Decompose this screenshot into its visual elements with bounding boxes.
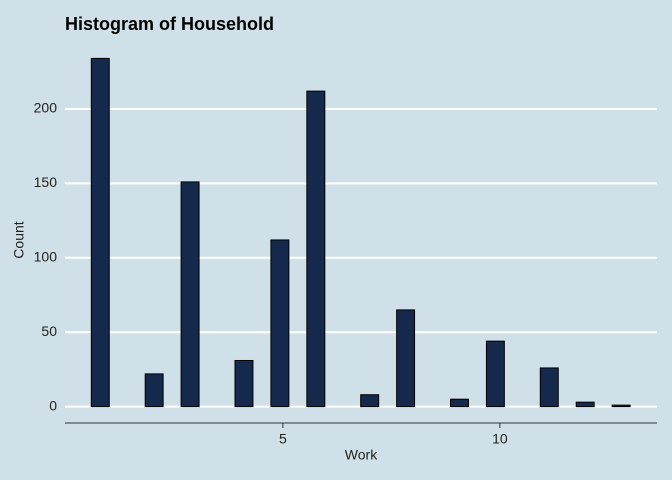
bar: [449, 398, 469, 408]
bar: [485, 340, 505, 408]
x-axis-label: Work: [345, 447, 378, 463]
bar: [360, 394, 380, 408]
y-tick-label: 0: [49, 397, 57, 413]
chart-title: Histogram of Household: [65, 14, 274, 34]
y-tick-label: 150: [34, 174, 58, 190]
bar: [234, 359, 254, 408]
bar: [180, 181, 200, 408]
y-tick-label: 200: [34, 100, 58, 116]
y-tick-label: 50: [41, 323, 57, 339]
x-tick-label: 10: [492, 431, 508, 447]
y-axis-label: Count: [11, 221, 27, 258]
bar: [611, 404, 631, 408]
bar: [539, 367, 559, 408]
bar: [270, 239, 290, 408]
y-tick-label: 100: [34, 249, 58, 265]
x-tick-label: 5: [279, 431, 287, 447]
bar: [306, 90, 326, 408]
bar: [575, 401, 595, 408]
bar: [144, 373, 164, 408]
bar: [90, 57, 110, 408]
bar: [396, 309, 416, 408]
